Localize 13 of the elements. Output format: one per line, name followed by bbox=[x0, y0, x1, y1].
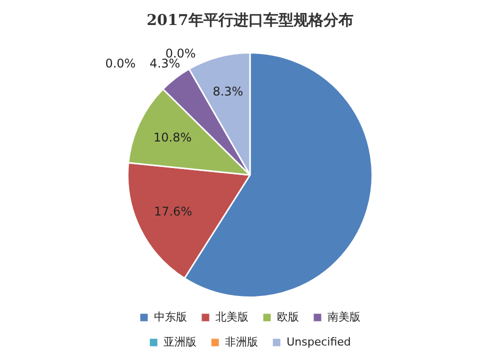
data-label: 8.3% bbox=[212, 84, 244, 98]
legend-label: Unspecified bbox=[286, 335, 351, 348]
data-label: 10.8% bbox=[154, 130, 192, 145]
legend-label: 欧版 bbox=[277, 310, 299, 324]
legend-label: 北美版 bbox=[216, 310, 248, 324]
data-label: 4.3% bbox=[150, 56, 180, 71]
legend-label: 非洲版 bbox=[225, 335, 258, 348]
legend-label: 亚洲版 bbox=[164, 335, 197, 348]
text: 0.0% bbox=[105, 56, 136, 71]
data-label: 17.6% bbox=[154, 204, 192, 219]
legend-label: 中东版 bbox=[154, 310, 187, 324]
legend-label: 南美版 bbox=[328, 310, 360, 324]
chart-title: 2017年平行进口车型规格分布 bbox=[146, 10, 354, 29]
